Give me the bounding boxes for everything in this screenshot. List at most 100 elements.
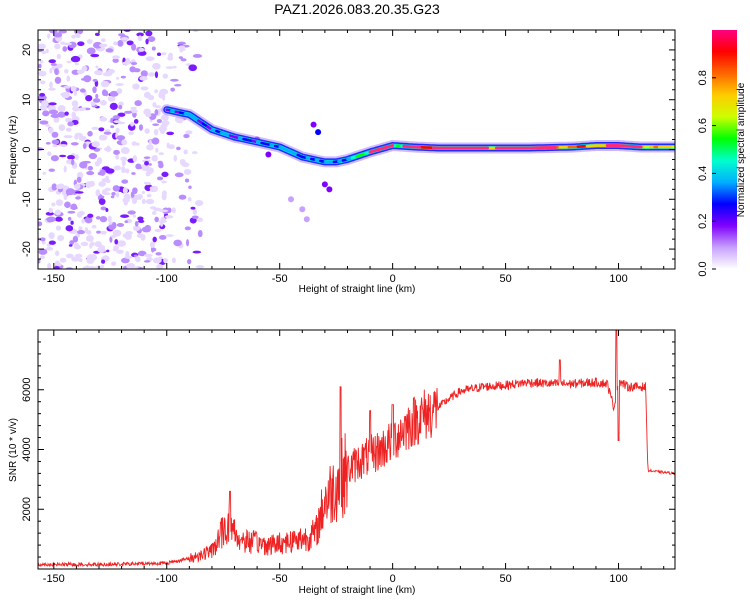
spectrogram-noise-blob: [168, 52, 173, 59]
spectrogram-noise-blob: [51, 202, 56, 207]
spectrogram-scatter-blob: [299, 206, 306, 213]
snr-x-tick-label: -100: [156, 573, 178, 585]
spectrogram-noise-blob: [66, 75, 71, 82]
spectrogram-noise-blob: [126, 263, 136, 269]
spectrogram-noise-blob: [112, 55, 120, 60]
colorbar-tick-label: 0.2: [697, 214, 709, 229]
spectrogram-noise-blob: [39, 237, 46, 242]
spectrogram-noise-blob: [171, 257, 176, 264]
spectrogram-noise-blob: [192, 151, 198, 155]
spectrogram-x-tick-label: 100: [609, 273, 627, 285]
spectrogram-noise-blob: [74, 62, 79, 66]
spectrogram-noise-blob: [184, 178, 190, 183]
spectrogram-noise-blob: [134, 100, 142, 107]
spectrogram-noise-blob: [173, 154, 178, 162]
spectrogram-noise-blob: [126, 40, 134, 46]
spectrogram-noise-blob: [158, 220, 168, 223]
spectrogram-noise-blob: [76, 176, 82, 183]
spectrogram-noise-blob: [121, 257, 130, 264]
spectrogram-noise-blob: [145, 198, 155, 205]
spectrogram-marks: [38, 30, 675, 269]
snr-x-axis-label: Height of straight line (km): [299, 585, 416, 596]
spectrogram-noise-blob: [120, 36, 129, 41]
spectrogram-noise-blob: [41, 240, 46, 245]
spectrogram-noise-blob: [185, 130, 193, 135]
spectrogram-noise-blob: [121, 139, 128, 146]
spectrogram-noise-blob: [98, 198, 106, 205]
spectrogram-noise-blob: [95, 216, 101, 220]
spectrogram-noise-blob: [71, 256, 80, 262]
spectrogram-noise-blob: [170, 87, 175, 92]
spectrogram-noise-blob: [149, 241, 155, 249]
spectrogram-noise-blob: [132, 83, 140, 90]
snr-y-tick-label: 2000: [21, 497, 33, 521]
spectrogram-noise-blob: [152, 123, 159, 126]
spectrogram-noise-blob: [171, 207, 176, 214]
spectrogram-x-tick-label: -50: [272, 273, 288, 285]
spectrogram-noise-blob: [74, 33, 81, 39]
snr-y-tick-label: 4000: [21, 437, 33, 461]
spectrogram-noise-blob: [178, 45, 186, 49]
spectrogram-noise-blob: [118, 101, 124, 107]
spectrogram-noise-blob: [146, 144, 154, 151]
spectrogram-noise-blob: [122, 233, 127, 238]
spectrogram-noise-blob: [113, 165, 122, 171]
spectrogram-noise-blob: [97, 246, 106, 253]
spectrogram-noise-blob: [63, 42, 73, 46]
spectrogram-noise-blob: [132, 155, 137, 163]
spectrogram-noise-blob: [55, 225, 62, 231]
spectrogram-noise-blob: [49, 67, 53, 74]
spectrogram-noise-blob: [139, 76, 148, 81]
spectrogram-noise-blob: [71, 111, 76, 119]
spectrogram-noise-blob: [151, 210, 157, 216]
snr-plot-area: [38, 330, 675, 569]
spectrogram-noise-blob: [138, 124, 143, 131]
spectrogram-noise-blob: [192, 208, 197, 215]
spectrogram-noise-blob: [59, 257, 67, 263]
spectrogram-noise-blob: [112, 115, 120, 120]
spectrogram-noise-blob: [178, 56, 183, 60]
spectrogram-noise-blob: [99, 43, 108, 48]
spectrogram-noise-blob: [149, 188, 158, 193]
spectrogram-noise-blob: [152, 257, 162, 264]
spectrogram-noise-blob: [59, 154, 67, 158]
spectrogram-noise-blob: [112, 248, 119, 252]
spectrogram-noise-blob: [48, 232, 55, 240]
snr-x-tick-label: -150: [43, 573, 65, 585]
spectrogram-noise-blob: [68, 244, 73, 247]
spectrogram-noise-blob: [50, 113, 60, 118]
spectrogram-noise-blob: [105, 90, 109, 97]
spectrogram-noise-blob: [81, 218, 85, 224]
spectrogram-noise-blob: [145, 30, 153, 37]
spectrogram-noise-blob: [116, 223, 125, 227]
spectrogram-ridge-peak: [402, 144, 422, 149]
spectrogram-scatter-blob: [326, 186, 333, 193]
spectrogram-noise-blob: [75, 196, 81, 200]
spectrogram-noise-blob: [87, 265, 96, 269]
spectrogram-noise-blob: [48, 87, 56, 91]
spectrogram-noise-blob: [132, 214, 136, 218]
spectrogram-noise-blob: [161, 193, 167, 201]
spectrogram-noise-blob: [41, 100, 50, 107]
spectrogram-noise-blob: [105, 208, 109, 212]
spectrogram-noise-blob: [99, 116, 108, 122]
spectrogram-noise-blob: [157, 160, 163, 165]
spectrogram-noise-blob: [181, 162, 190, 167]
spectrogram-noise-blob: [70, 220, 74, 225]
spectrogram-noise-blob: [116, 240, 127, 247]
spectrogram-noise-blob: [102, 192, 111, 195]
spectrogram-noise-blob: [152, 236, 157, 243]
spectrogram-noise-blob: [63, 193, 68, 201]
spectrogram-noise-blob: [63, 135, 73, 139]
spectrogram-scatter-blob: [287, 196, 294, 203]
spectrogram-noise-blob: [66, 60, 72, 64]
spectrogram-noise-blob: [174, 172, 184, 178]
spectrogram-noise-blob: [147, 94, 155, 101]
spectrogram-noise-blob: [120, 214, 130, 218]
spectrogram-noise-blob: [45, 218, 54, 221]
spectrogram-noise-blob: [67, 216, 72, 221]
spectrogram-noise-blob: [115, 154, 120, 160]
spectrogram-noise-blob: [113, 149, 120, 155]
spectrogram-noise-blob: [73, 183, 81, 190]
spectrogram-noise-blob: [67, 210, 76, 214]
